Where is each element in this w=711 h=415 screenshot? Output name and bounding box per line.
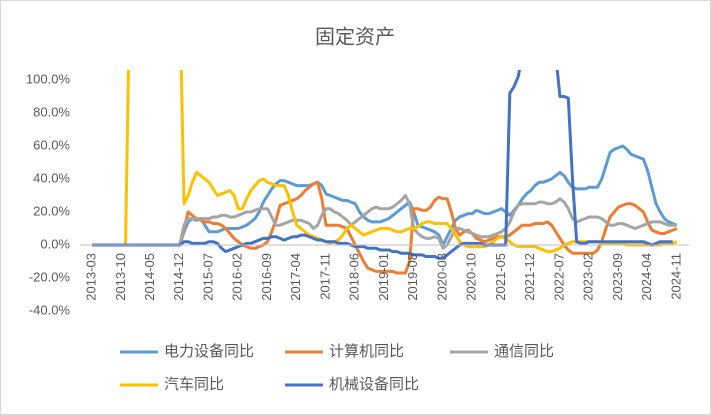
x-tick-label: 2021-12 — [522, 253, 537, 301]
legend-label: 机械设备同比 — [329, 376, 419, 393]
x-tick-label: 2016-09 — [259, 253, 274, 301]
legend-label: 通信同比 — [494, 343, 554, 360]
plot-area — [92, 70, 678, 275]
x-tick-label: 2021-05 — [493, 253, 508, 301]
chart-title: 固定资产 — [315, 25, 395, 48]
y-tick-label: 80.0% — [33, 104, 70, 119]
x-tick-label: 2014-12 — [171, 253, 186, 301]
x-tick-label: 2013-10 — [113, 253, 128, 301]
x-tick-label: 2018-06 — [347, 253, 362, 301]
y-tick-label: -20.0% — [29, 269, 71, 284]
x-tick-label: 2017-11 — [317, 253, 332, 300]
x-tick-label: 2019-08 — [405, 253, 420, 301]
x-tick-label: 2024-11 — [668, 253, 683, 300]
x-tick-label: 2024-04 — [639, 253, 654, 301]
x-tick-label: 2013-03 — [84, 253, 99, 301]
series-line — [92, 194, 677, 250]
x-tick-label: 2017-04 — [288, 253, 303, 301]
y-tick-label: 40.0% — [33, 170, 70, 185]
series-line — [92, 70, 673, 260]
legend-label: 电力设备同比 — [164, 343, 254, 360]
series-line — [92, 180, 678, 275]
x-tick-label: 2016-02 — [230, 253, 245, 301]
x-tick-label: 2015-07 — [200, 253, 215, 301]
y-tick-label: 100.0% — [26, 71, 71, 86]
x-tick-label: 2020-10 — [464, 253, 479, 301]
series-line — [92, 144, 678, 247]
y-tick-label: 0.0% — [40, 236, 70, 251]
legend-label: 汽车同比 — [164, 376, 224, 393]
x-tick-label: 2014-05 — [142, 253, 157, 301]
legend-label: 计算机同比 — [329, 342, 404, 360]
x-tick-label: 2023-02 — [581, 253, 596, 301]
x-tick-label: 2022-07 — [551, 253, 566, 301]
x-tick-label: 2023-09 — [610, 253, 625, 301]
x-tick-label: 2020-03 — [434, 253, 449, 301]
x-tick-label: 2019-01 — [376, 253, 391, 301]
y-tick-label: -40.0% — [29, 302, 71, 317]
y-tick-label: 60.0% — [33, 137, 70, 152]
y-tick-label: 20.0% — [33, 203, 70, 218]
